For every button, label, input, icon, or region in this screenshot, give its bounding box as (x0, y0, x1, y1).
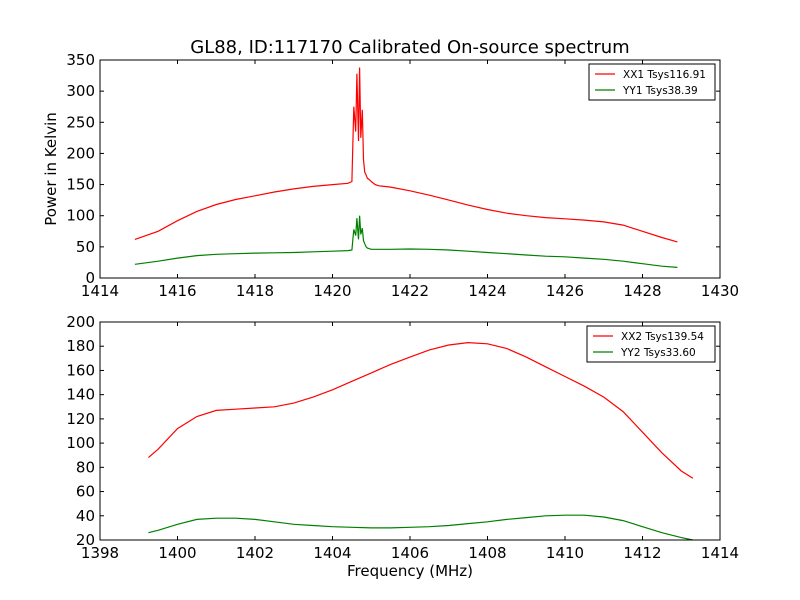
y-tick-label: 40 (76, 507, 95, 525)
legend: XX2 Tsys139.54 YY2 Tsys33.60 (586, 325, 716, 363)
y-tick-label: 0 (85, 269, 95, 287)
y-tick-label: 350 (66, 51, 95, 69)
legend-box (588, 63, 716, 101)
x-tick-label: 1414 (701, 544, 739, 562)
y-tick-label: 60 (76, 483, 95, 501)
y-tick-label: 100 (66, 434, 95, 452)
y-tick-label: 180 (66, 337, 95, 355)
y-tick-label: 300 (66, 82, 95, 100)
x-tick-label: 1404 (313, 544, 351, 562)
series-line-yy (148, 514, 694, 541)
x-tick-label: 1416 (158, 282, 196, 300)
series-line-xx (148, 341, 694, 479)
x-tick-label: 1408 (468, 544, 506, 562)
figure-title: GL88, ID:117170 Calibrated On-source spe… (190, 37, 629, 58)
legend: XX1 Tsys116.91 YY1 Tsys38.39 (588, 63, 716, 101)
x-tick-label: 1412 (623, 544, 661, 562)
y-tick-label: 200 (66, 313, 95, 331)
y-tick-label: 160 (66, 361, 95, 379)
x-tick-label: 1402 (236, 544, 274, 562)
x-tick-label: 1420 (313, 282, 351, 300)
subplot-1: 1414 1416 1418 1420 1422 1424 1426 1428 1430 0 50 1… (42, 51, 739, 300)
legend-box (586, 325, 716, 363)
y-tick-label: 200 (66, 144, 95, 162)
x-tick-label: 1426 (546, 282, 584, 300)
legend-entry: YY1 Tsys38.39 (622, 85, 698, 97)
y-tick-label: 150 (66, 176, 95, 194)
y-axis-label: Power in Kelvin (42, 112, 60, 226)
legend-entry: XX1 Tsys116.91 (623, 69, 706, 81)
x-axis-label: Frequency (MHz) (347, 562, 473, 580)
x-tick-label: 1410 (546, 544, 584, 562)
y-tick-label: 140 (66, 386, 95, 404)
y-tick-label: 250 (66, 113, 95, 131)
subplot-2: 1398 1400 1402 1404 1406 1408 1410 1412 1414 20 40… (66, 313, 739, 580)
legend-entry: YY2 Tsys33.60 (620, 347, 696, 359)
y-tick-label: 80 (76, 458, 95, 476)
x-tick-label: 1424 (468, 282, 506, 300)
x-tick-label: 1422 (391, 282, 429, 300)
y-tick-label: 20 (76, 531, 95, 549)
legend-entry: XX2 Tsys139.54 (621, 331, 704, 343)
x-tick-label: 1398 (81, 544, 119, 562)
series-line-yy (134, 215, 678, 268)
x-tick-label: 1428 (623, 282, 661, 300)
x-tick-label: 1418 (236, 282, 274, 300)
y-tick-label: 120 (66, 410, 95, 428)
x-tick-label: 1406 (391, 544, 429, 562)
x-tick-label: 1414 (81, 282, 119, 300)
series-line-xx (134, 67, 678, 243)
x-tick-label: 1400 (158, 544, 196, 562)
y-tick-label: 50 (76, 238, 95, 256)
y-tick-label: 100 (66, 207, 95, 225)
x-tick-label: 1430 (701, 282, 739, 300)
